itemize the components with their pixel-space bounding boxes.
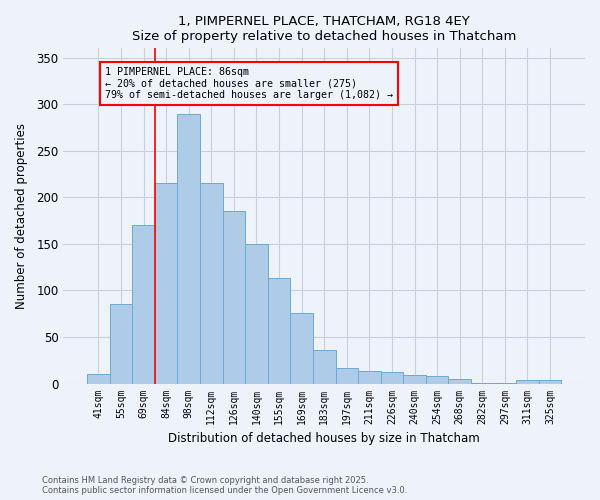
- Bar: [539, 380, 561, 384]
- Bar: [290, 313, 313, 384]
- Bar: [313, 350, 335, 384]
- Bar: [426, 376, 448, 384]
- Bar: [403, 375, 426, 384]
- Bar: [516, 380, 539, 384]
- Bar: [358, 372, 380, 384]
- Title: 1, PIMPERNEL PLACE, THATCHAM, RG18 4EY
Size of property relative to detached hou: 1, PIMPERNEL PLACE, THATCHAM, RG18 4EY S…: [132, 15, 517, 43]
- Bar: [494, 382, 516, 384]
- Bar: [133, 226, 155, 384]
- Text: Contains HM Land Registry data © Crown copyright and database right 2025.
Contai: Contains HM Land Registry data © Crown c…: [42, 476, 407, 495]
- Bar: [110, 304, 133, 384]
- Y-axis label: Number of detached properties: Number of detached properties: [15, 123, 28, 309]
- Text: 1 PIMPERNEL PLACE: 86sqm
← 20% of detached houses are smaller (275)
79% of semi-: 1 PIMPERNEL PLACE: 86sqm ← 20% of detach…: [105, 67, 393, 100]
- Bar: [335, 368, 358, 384]
- Bar: [245, 244, 268, 384]
- Bar: [268, 278, 290, 384]
- Bar: [448, 379, 471, 384]
- Bar: [178, 114, 200, 384]
- Bar: [471, 382, 494, 384]
- Bar: [155, 184, 178, 384]
- Bar: [223, 212, 245, 384]
- Bar: [200, 184, 223, 384]
- Bar: [87, 374, 110, 384]
- X-axis label: Distribution of detached houses by size in Thatcham: Distribution of detached houses by size …: [169, 432, 480, 445]
- Bar: [380, 372, 403, 384]
